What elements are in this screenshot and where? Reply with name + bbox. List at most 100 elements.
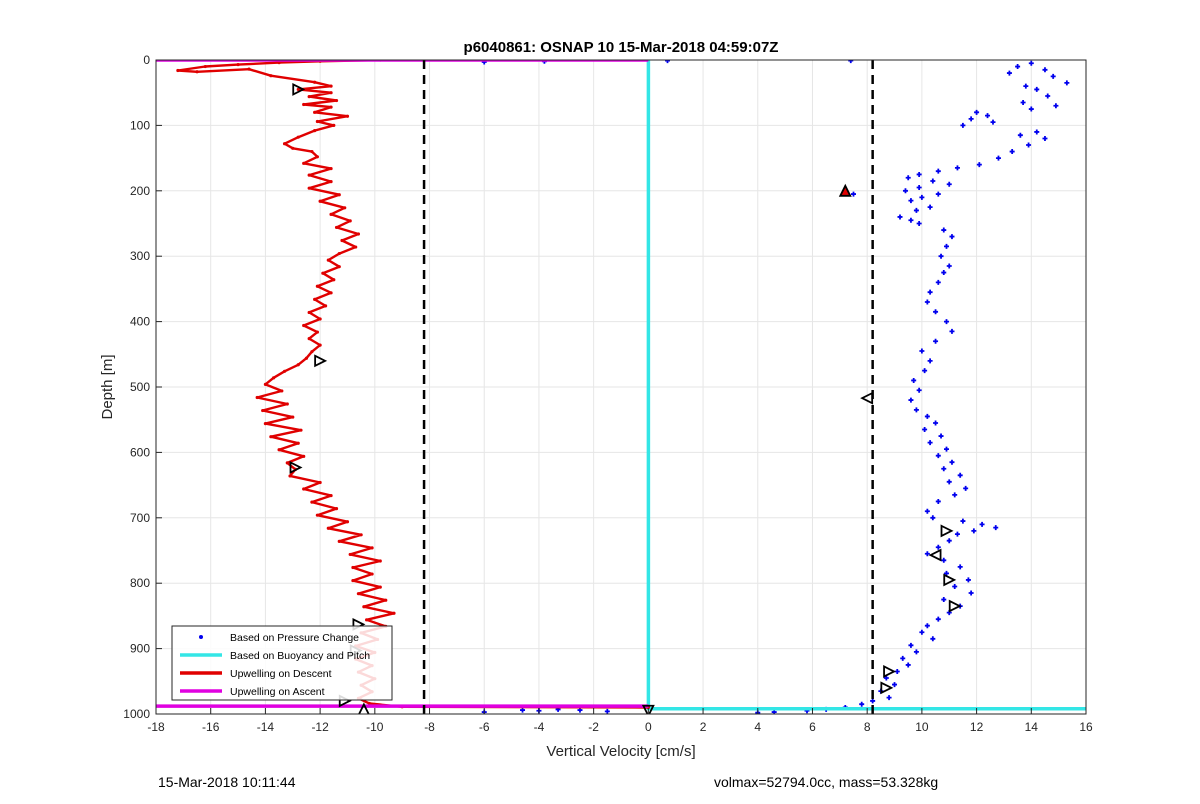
descent-point: [296, 441, 300, 445]
descent-point: [263, 422, 268, 426]
pressure-change-point: [960, 122, 966, 128]
triangle-marker: [928, 548, 942, 562]
descent-point: [236, 62, 240, 67]
descent-point: [378, 559, 382, 563]
pressure-change-point: [905, 175, 911, 181]
pressure-change-point: [916, 387, 922, 393]
pressure-change-point: [930, 178, 936, 184]
descent-point: [272, 376, 276, 380]
descent-point: [277, 448, 281, 452]
descent-point: [285, 461, 289, 465]
descent-point: [195, 70, 199, 74]
pressure-change-point: [935, 498, 941, 504]
pressure-change-point: [968, 116, 974, 122]
pressure-change-point: [851, 191, 856, 197]
descent-point: [315, 513, 319, 517]
triangle-marker: [883, 665, 897, 678]
descent-point: [318, 317, 322, 321]
y-tick-label: 1000: [123, 707, 150, 721]
x-tick-label: -2: [588, 720, 599, 734]
pressure-change-point: [1053, 103, 1059, 109]
descent-point: [337, 251, 341, 256]
triangle-marker: [838, 183, 852, 197]
pressure-change-point: [944, 446, 949, 452]
descent-point: [362, 605, 366, 609]
pressure-change-point: [1028, 60, 1034, 66]
pressure-change-point: [952, 492, 958, 498]
descent-point: [203, 64, 207, 69]
pressure-change-point: [946, 538, 952, 544]
pressure-change-point: [908, 642, 914, 648]
descent-point: [291, 146, 295, 150]
pressure-change-point: [919, 629, 925, 635]
descent-point: [340, 238, 344, 243]
pressure-change-point: [908, 217, 914, 223]
pressure-change-point: [924, 413, 930, 419]
x-tick-label: -14: [257, 720, 275, 734]
pressure-change-point: [911, 377, 917, 383]
pressure-change-point: [938, 433, 944, 439]
descent-point: [315, 330, 319, 334]
descent-point: [370, 546, 374, 550]
descent-point: [302, 161, 306, 165]
pressure-change-point: [935, 279, 941, 285]
descent-point: [351, 578, 355, 583]
descent-point: [307, 310, 311, 315]
pressure-change-point: [935, 453, 941, 459]
x-tick-label: -18: [147, 720, 165, 734]
descent-point: [329, 291, 333, 295]
triangle-marker: [880, 681, 894, 695]
descent-point: [329, 180, 333, 184]
pressure-change-point: [933, 309, 939, 315]
descent-point: [329, 84, 333, 88]
pressure-change-point: [941, 466, 947, 472]
pressure-change-point: [1042, 135, 1048, 141]
pressure-change-point: [848, 60, 854, 64]
descent-point: [310, 500, 314, 504]
x-tick-label: 12: [970, 720, 984, 734]
y-tick-label: 100: [130, 118, 150, 132]
descent-point: [345, 114, 350, 118]
descent-point: [296, 135, 300, 139]
descent-point: [263, 382, 268, 386]
pressure-change-point: [1009, 149, 1015, 155]
pressure-change-point: [933, 420, 939, 426]
pressure-change-point: [919, 348, 925, 354]
pressure-change-point: [902, 188, 908, 194]
descent-point: [348, 219, 352, 223]
chart-title: p6040861: OSNAP 10 15-Mar-2018 04:59:07Z: [464, 39, 779, 56]
pressure-change-point: [922, 368, 928, 374]
pressure-change-point: [957, 472, 963, 478]
x-tick-label: 2: [700, 720, 707, 734]
pressure-change-point: [993, 525, 999, 531]
x-tick-label: -4: [534, 720, 545, 734]
y-tick-label: 900: [130, 642, 150, 656]
x-tick-label: 8: [864, 720, 871, 734]
descent-point: [334, 225, 339, 230]
pressure-change-point: [949, 459, 955, 465]
descent-point: [332, 278, 336, 282]
pressure-change-point: [990, 119, 996, 125]
descent-point: [282, 142, 287, 146]
y-axis-ticks: 0 100 200 300 400 500 600 700 800 900 1000: [123, 53, 162, 721]
y-tick-label: 600: [130, 445, 150, 459]
pressure-change-point: [941, 227, 947, 233]
descent-point: [315, 284, 319, 288]
pressure-change-point: [946, 479, 952, 485]
pressure-change-point: [913, 407, 919, 413]
pressure-change-point: [1017, 132, 1023, 138]
descent-point: [329, 105, 333, 109]
pressure-change-point: [935, 191, 941, 197]
pressure-change-point: [913, 207, 919, 213]
pressure-change-point: [919, 194, 925, 200]
descent-point: [296, 363, 300, 367]
pressure-change-point: [979, 521, 985, 527]
descent-point: [384, 598, 388, 602]
pressure-change-point: [930, 636, 936, 642]
y-tick-label: 700: [130, 511, 150, 525]
descent-point: [392, 611, 396, 615]
descent-point: [329, 91, 333, 95]
descent-point: [321, 271, 325, 275]
pressure-change-point: [927, 440, 933, 446]
descent-point: [354, 245, 358, 249]
